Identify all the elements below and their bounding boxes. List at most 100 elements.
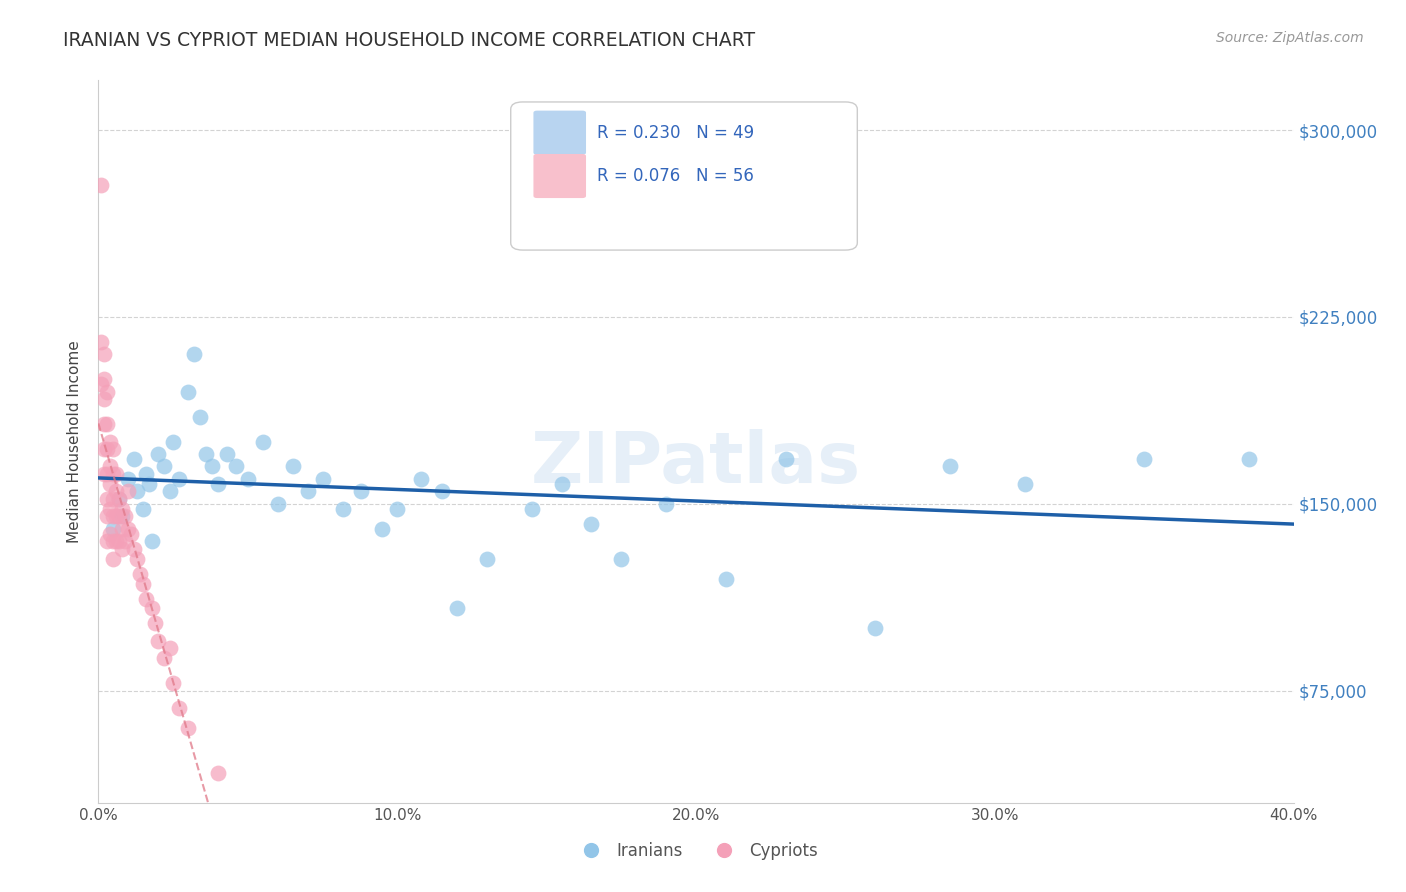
Point [430, 484, 453, 499]
Point [108, 491, 131, 506]
Point [655, 497, 678, 511]
Point [581, 516, 603, 531]
Point [132, 501, 155, 516]
Text: R = 0.076   N = 56: R = 0.076 N = 56 [596, 167, 754, 185]
Point [98, 526, 122, 541]
Point [103, 442, 125, 456]
Point [105, 534, 128, 549]
Point [98, 501, 122, 516]
Point [162, 676, 184, 690]
Point [148, 447, 170, 461]
Point [103, 467, 125, 481]
Point [105, 509, 128, 524]
Point [207, 476, 229, 491]
Point [1237, 452, 1260, 467]
Point [90, 334, 112, 349]
Point [177, 384, 200, 399]
Point [93, 372, 115, 386]
Point [129, 566, 152, 581]
Point [117, 472, 139, 486]
Point [103, 509, 125, 524]
Point [124, 541, 146, 556]
Point [117, 522, 139, 536]
Text: Source: ZipAtlas.com: Source: ZipAtlas.com [1216, 31, 1364, 45]
Point [446, 601, 468, 615]
Point [865, 621, 887, 635]
Point [550, 476, 572, 491]
Point [103, 491, 125, 506]
Point [475, 551, 498, 566]
Point [135, 591, 157, 606]
Point [371, 522, 394, 536]
Point [96, 534, 118, 549]
Point [350, 484, 373, 499]
Point [108, 534, 131, 549]
Point [127, 484, 149, 499]
Point [96, 509, 118, 524]
Point [297, 484, 319, 499]
Point [183, 347, 205, 361]
Text: IRANIAN VS CYPRIOT MEDIAN HOUSEHOLD INCOME CORRELATION CHART: IRANIAN VS CYPRIOT MEDIAN HOUSEHOLD INCO… [63, 31, 755, 50]
Point [1133, 452, 1156, 467]
Point [111, 522, 134, 536]
Point [117, 484, 139, 499]
Point [195, 447, 218, 461]
Point [111, 509, 134, 524]
Point [138, 476, 160, 491]
Point [153, 651, 176, 665]
Point [411, 472, 433, 486]
Point [267, 497, 290, 511]
Point [124, 452, 146, 467]
Point [775, 452, 797, 467]
Point [252, 434, 274, 449]
Point [111, 541, 134, 556]
Point [96, 467, 118, 481]
Point [162, 434, 184, 449]
Point [108, 509, 131, 524]
Point [311, 472, 333, 486]
Point [159, 641, 181, 656]
Point [120, 526, 142, 541]
Point [108, 491, 131, 506]
Point [103, 522, 125, 536]
Point [98, 476, 122, 491]
Text: ZIPatlas: ZIPatlas [531, 429, 860, 498]
Point [281, 459, 304, 474]
Point [96, 442, 118, 456]
Point [714, 572, 737, 586]
Point [939, 459, 962, 474]
Y-axis label: Median Household Income: Median Household Income [67, 340, 83, 543]
Point [105, 484, 128, 499]
Point [153, 459, 176, 474]
Point [93, 442, 115, 456]
Point [127, 551, 149, 566]
Point [98, 434, 122, 449]
Point [90, 377, 112, 392]
Point [215, 447, 238, 461]
Point [135, 467, 157, 481]
Legend: Iranians, Cypriots: Iranians, Cypriots [568, 836, 824, 867]
Point [167, 472, 190, 486]
Point [93, 392, 115, 407]
Point [143, 616, 166, 631]
Point [385, 501, 409, 516]
Point [98, 459, 122, 474]
Point [141, 534, 163, 549]
Point [114, 534, 136, 549]
Point [177, 721, 200, 735]
Point [141, 601, 163, 615]
Point [132, 576, 155, 591]
Point [93, 347, 115, 361]
Point [1014, 476, 1036, 491]
Point [96, 384, 118, 399]
Point [520, 501, 543, 516]
Text: R = 0.230   N = 49: R = 0.230 N = 49 [596, 124, 754, 142]
Point [159, 484, 181, 499]
Point [188, 409, 211, 424]
Point [207, 765, 229, 780]
Point [96, 417, 118, 431]
Point [103, 534, 125, 549]
Point [225, 459, 247, 474]
FancyBboxPatch shape [510, 102, 858, 250]
Point [332, 501, 354, 516]
